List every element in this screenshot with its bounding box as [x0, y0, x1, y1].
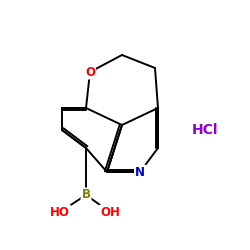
Text: N: N [135, 166, 145, 178]
Text: B: B [82, 188, 90, 202]
Text: O: O [85, 66, 95, 78]
Text: HCl: HCl [192, 123, 218, 137]
Text: HO: HO [50, 206, 70, 218]
Text: OH: OH [100, 206, 120, 218]
